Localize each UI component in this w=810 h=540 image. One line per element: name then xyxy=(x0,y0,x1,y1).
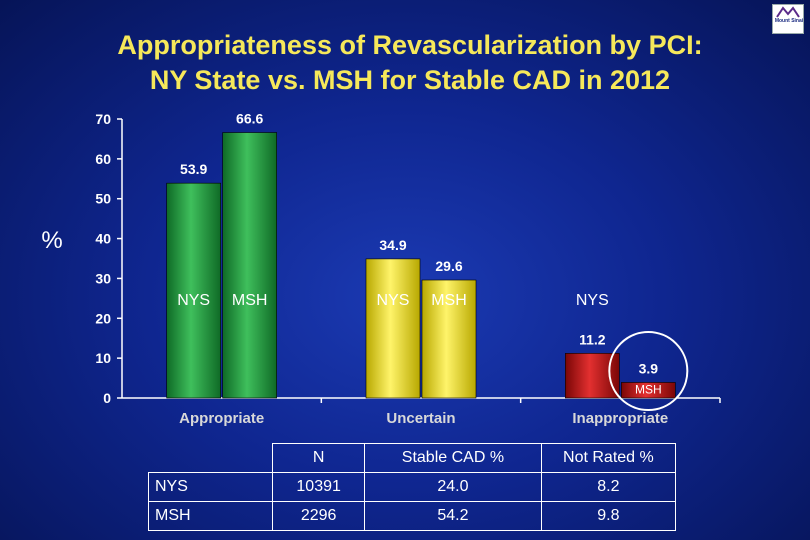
data-label: 34.9 xyxy=(379,237,406,253)
bar-msh-appropriate xyxy=(222,132,277,399)
bar-msh-uncertain xyxy=(421,279,477,399)
bar-msh-inappropriate xyxy=(621,382,676,399)
series-label-msh: MSH xyxy=(232,292,268,309)
table-cell: 8.2 xyxy=(540,472,677,502)
table-row-label: MSH xyxy=(147,501,274,531)
y-tick-label: 10 xyxy=(95,350,111,366)
table-row: MSH 2296 54.2 9.8 xyxy=(147,501,677,531)
series-label-msh: MSH xyxy=(635,382,662,396)
x-tick-label: Uncertain xyxy=(386,410,455,427)
y-tick-label: 0 xyxy=(103,390,111,406)
y-tick-label: 30 xyxy=(95,270,111,286)
table-cell: 9.8 xyxy=(540,501,677,531)
data-label: 66.6 xyxy=(236,111,263,127)
table-cell: 10391 xyxy=(272,472,366,502)
table-header-cell: N xyxy=(272,443,366,473)
y-tick-label: 40 xyxy=(95,231,111,247)
series-label-nys: NYS xyxy=(177,292,210,309)
table-cell: 2296 xyxy=(272,501,366,531)
x-tick-label: Appropriate xyxy=(179,410,264,427)
table-header-cell: Stable CAD % xyxy=(364,443,542,473)
table-header-cell xyxy=(148,443,274,473)
data-label: 11.2 xyxy=(579,331,606,347)
data-label: 53.9 xyxy=(180,161,207,177)
table-cell: 54.2 xyxy=(364,501,542,531)
data-label: 3.9 xyxy=(639,360,659,376)
series-label-nys: NYS xyxy=(377,292,410,309)
stats-table: N Stable CAD % Not Rated % NYS 10391 24.… xyxy=(147,443,677,531)
y-tick-label: 50 xyxy=(95,191,111,207)
y-axis-label: % xyxy=(41,227,62,254)
table-row: NYS 10391 24.0 8.2 xyxy=(147,472,677,502)
table-cell: 24.0 xyxy=(364,472,542,502)
chart-title-line-1: Appropriateness of Revascularization by … xyxy=(117,30,703,60)
bar-nys-uncertain xyxy=(365,258,421,399)
table-header-row: N Stable CAD % Not Rated % xyxy=(148,443,677,473)
logo-text: Mount Sinai xyxy=(774,18,804,24)
y-tick-label: 20 xyxy=(95,310,111,326)
x-tick-label: Inappropriate xyxy=(572,410,668,427)
series-label-nys: NYS xyxy=(576,292,609,309)
table-header-cell: Not Rated % xyxy=(540,443,677,473)
series-label-msh: MSH xyxy=(431,292,467,309)
highlight-circle xyxy=(608,331,689,411)
bar-chart: 0 10 20 30 40 50 60 70% Appropriate 53.9 NYS 66.6 MS… xyxy=(41,111,689,427)
y-tick-label: 70 xyxy=(95,111,111,127)
bar-nys-appropriate xyxy=(166,182,221,399)
mount-sinai-logo: Mount Sinai xyxy=(772,4,804,34)
data-label: 29.6 xyxy=(435,258,462,274)
table-row-label: NYS xyxy=(147,472,274,502)
chart-title-line-2: NY State vs. MSH for Stable CAD in 2012 xyxy=(149,65,671,95)
y-tick-label: 60 xyxy=(95,151,111,167)
